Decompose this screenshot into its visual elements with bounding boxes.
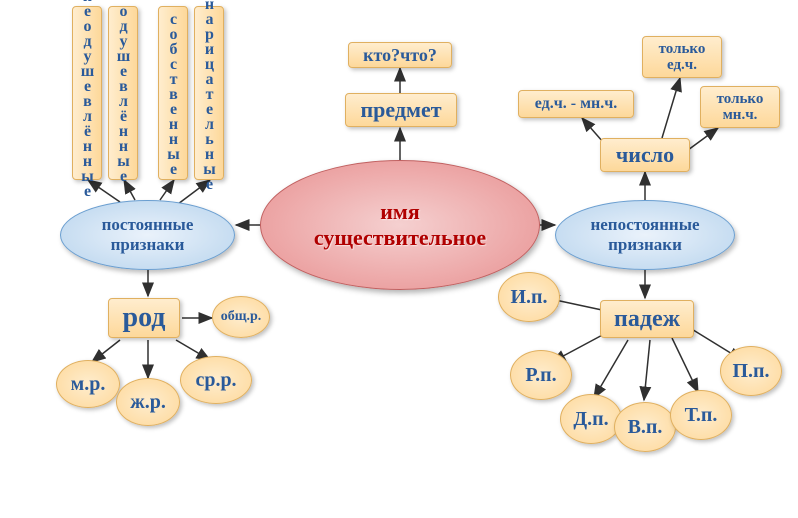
- vbox-2: собственные: [158, 6, 188, 180]
- predmet-label: предмет: [360, 97, 441, 123]
- chislo-box: число: [600, 138, 690, 172]
- rod-common: общ.р.: [212, 296, 270, 338]
- case-0: И.п.: [498, 272, 560, 322]
- vbox-1: одушевлённые: [108, 6, 138, 180]
- question-label: кто?что?: [363, 45, 437, 66]
- rod-label: род: [123, 302, 166, 334]
- padezh-box: падеж: [600, 300, 694, 338]
- case-1: Р.п.: [510, 350, 572, 400]
- chislo-opt-0: ед.ч. - мн.ч.: [518, 90, 634, 118]
- case-4: Т.п.: [670, 390, 732, 440]
- vbox-3: нарицательные: [194, 6, 224, 180]
- question-box: кто?что?: [348, 42, 452, 68]
- chislo-opt-1: только ед.ч.: [642, 36, 722, 78]
- central-node: имя существительное: [260, 160, 540, 290]
- predmet-box: предмет: [345, 93, 457, 127]
- vbox-0: неодушевлённые: [72, 6, 102, 180]
- chislo-opt-2: только мн.ч.: [700, 86, 780, 128]
- case-5: П.п.: [720, 346, 782, 396]
- gender-m: м.р.: [56, 360, 120, 408]
- rod-box: род: [108, 298, 180, 338]
- central-line2: существительное: [314, 225, 486, 251]
- gender-n: ср.р.: [180, 356, 252, 404]
- left-ellipse: постоянные признаки: [60, 200, 235, 270]
- right-ellipse-l1: непостоянные: [590, 215, 699, 235]
- left-ellipse-l2: признаки: [111, 235, 185, 255]
- right-ellipse: непостоянные признаки: [555, 200, 735, 270]
- central-line1: имя: [380, 199, 420, 225]
- case-2: Д.п.: [560, 394, 622, 444]
- case-3: В.п.: [614, 402, 676, 452]
- right-ellipse-l2: признаки: [608, 235, 682, 255]
- gender-f: ж.р.: [116, 378, 180, 426]
- left-ellipse-l1: постоянные: [102, 215, 194, 235]
